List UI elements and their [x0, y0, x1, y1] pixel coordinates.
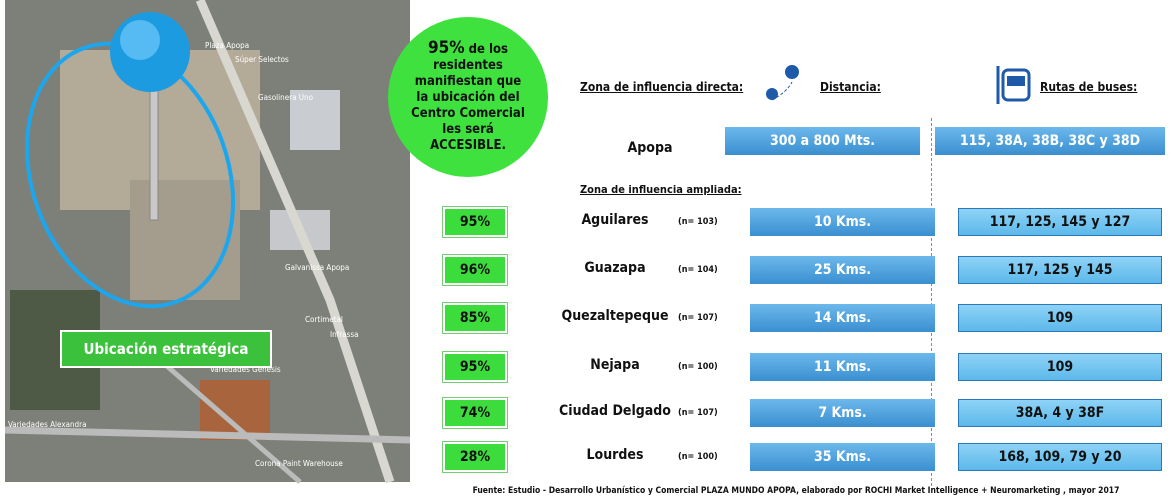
place-name: Guazapa: [550, 260, 680, 276]
routes: 38A, 4 y 38F: [958, 399, 1162, 427]
routes: 117, 125, 145 y 127: [958, 208, 1162, 236]
sample-size: (n= 100): [678, 452, 718, 462]
place-name: Ciudad Delgado: [550, 403, 680, 419]
map-place: Gasolinera Uno: [258, 93, 314, 102]
percent: 95%: [443, 207, 507, 237]
divider: [931, 118, 932, 486]
distance: 14 Kms.: [750, 304, 935, 332]
source: Fuente: Estudio - Desarrollo Urbanístico…: [420, 486, 1172, 496]
distance: 25 Kms.: [750, 256, 935, 284]
routes: 109: [958, 353, 1162, 381]
distance: 10 Kms.: [750, 208, 935, 236]
map-label: Ubicación estratégica: [60, 330, 272, 368]
percent: 85%: [443, 303, 507, 333]
routes: 117, 125 y 145: [958, 256, 1162, 284]
sample-size: (n= 103): [678, 217, 718, 227]
sample-size: (n= 107): [678, 313, 718, 323]
place-name: Nejapa: [550, 357, 680, 373]
callout-highlight: 95%: [428, 38, 465, 58]
map-place: Súper Selectos: [235, 55, 289, 64]
map: Plaza Apopa Súper Selectos Gasolinera Uno G…: [0, 0, 420, 485]
map-place: Corona Paint Warehouse: [255, 459, 343, 468]
map-place: Variedades Alexandra: [8, 420, 87, 429]
sample-size: (n= 100): [678, 362, 718, 372]
bus-icon: [995, 64, 1033, 106]
page: Plaza Apopa Súper Selectos Gasolinera Uno G…: [0, 0, 1172, 500]
callout-text: de los residentes manifiestan que la ubi…: [411, 42, 525, 153]
expanded-zone-header: Zona de influencia ampliada:: [580, 183, 742, 196]
callout: 95% de los residentes manifiestan que la…: [388, 17, 548, 177]
map-place: Plaza Apopa: [205, 41, 249, 50]
distance-icon: [762, 62, 807, 107]
map-place: Cortimetal: [305, 315, 343, 324]
distance-header: Distancia:: [820, 80, 881, 94]
place-name: Lourdes: [550, 447, 680, 463]
routes-header: Rutas de buses:: [1040, 80, 1137, 94]
distance: 7 Kms.: [750, 399, 935, 427]
place-name: Quezaltepeque: [550, 308, 680, 324]
percent: 74%: [443, 398, 507, 428]
direct-distance: 300 a 800 Mts.: [725, 127, 920, 155]
map-place: Infrassa: [330, 330, 359, 339]
sample-size: (n= 104): [678, 265, 718, 275]
distance: 35 Kms.: [750, 443, 935, 471]
distance: 11 Kms.: [750, 353, 935, 381]
sample-size: (n= 107): [678, 408, 718, 418]
percent: 95%: [443, 352, 507, 382]
map-place: Galvanissa Apopa: [285, 263, 349, 272]
direct-routes: 115, 38A, 38B, 38C y 38D: [935, 127, 1165, 155]
place-name: Aguilares: [550, 212, 680, 228]
routes: 168, 109, 79 y 20: [958, 443, 1162, 471]
routes: 109: [958, 304, 1162, 332]
percent: 28%: [443, 442, 507, 472]
direct-zone-header: Zona de influencia directa:: [580, 80, 743, 94]
direct-name: Apopa: [600, 140, 700, 156]
percent: 96%: [443, 255, 507, 285]
